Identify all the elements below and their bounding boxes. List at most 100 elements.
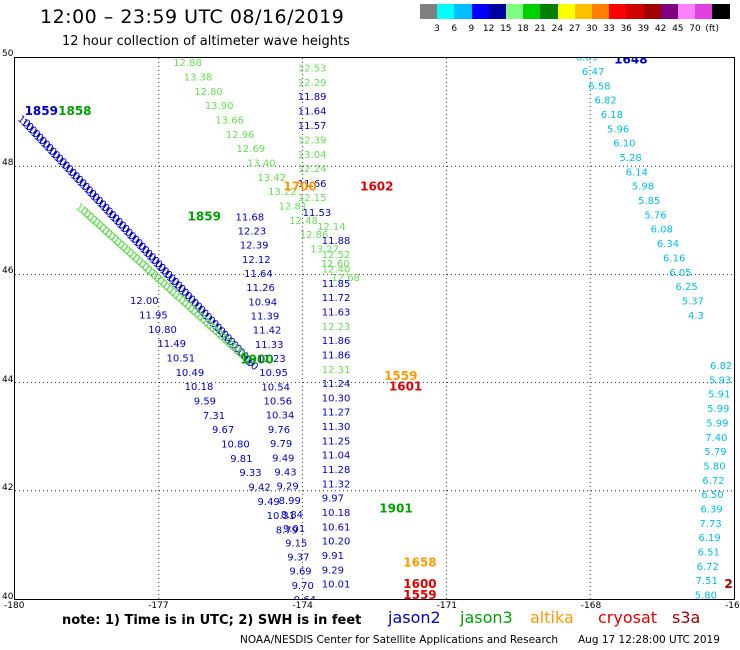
wave-height-label: 10.94: [248, 297, 277, 308]
scale-label: 3: [434, 24, 440, 34]
legend-jason3: jason3: [460, 608, 513, 627]
wave-height-label: 10.34: [266, 411, 295, 422]
scale-label: 45: [672, 24, 684, 34]
wave-height-label: 11.04: [322, 451, 351, 462]
wave-height-label: 9.91: [322, 551, 344, 562]
lat-tick-label: 40: [2, 592, 14, 602]
wave-height-label: 9.29: [276, 482, 298, 493]
wave-height-label: 10.20: [322, 537, 351, 548]
wave-height-label: 12.14: [317, 222, 346, 233]
wave-height-label: 5.79: [704, 447, 726, 458]
wave-height-label: 12.39: [298, 135, 327, 146]
wave-height-label: 9.70: [292, 581, 314, 592]
pass-time-label: 1900: [240, 353, 273, 367]
wave-height-label: 9.49: [272, 453, 294, 464]
wave-height-label: 6.50: [701, 490, 723, 501]
pass-time-label: 1648: [614, 58, 647, 66]
wave-height-label: 10.30: [322, 393, 351, 404]
scale-swatch: [557, 4, 576, 19]
scale-swatch: [592, 4, 610, 19]
scale-label: 70: [689, 24, 701, 34]
scale-label: 30: [586, 24, 598, 34]
wave-height-label: 13.66: [215, 115, 244, 126]
pass-time-label: 1602: [360, 180, 393, 194]
scale-swatch: [523, 4, 542, 19]
wave-height-label: 13.40: [247, 158, 276, 169]
legend-s3a: s3a: [672, 608, 701, 627]
pass-time-label: 2136: [724, 577, 734, 591]
wave-height-label: 11.33: [255, 340, 284, 351]
wave-height-label: 9.49: [258, 497, 280, 508]
scale-label: 39: [637, 24, 650, 34]
wave-height-label: 11.57: [298, 121, 327, 132]
wave-height-label: 11.64: [298, 107, 327, 118]
wave-height-label: 5.85: [638, 196, 660, 207]
scale-swatch: [712, 4, 731, 19]
legend-cryosat: cryosat: [598, 608, 658, 627]
scale-swatch: [454, 4, 473, 19]
scale-swatch: [626, 4, 645, 19]
wave-height-label: 9.97: [322, 494, 344, 505]
wave-height-label: 5.80: [703, 461, 725, 472]
wave-height-label: 10.80: [148, 325, 177, 336]
wave-height-label: 11.23: [257, 354, 286, 365]
wave-height-label: 12.96: [226, 130, 255, 141]
map-plot-area: 10 10 10 10 10 10 10 10 10 10 10 10 10 10 10 10 10 10 10 10…: [14, 52, 740, 620]
wave-height-label: 12.80: [194, 87, 223, 98]
wave-height-label: 9.01: [283, 524, 305, 535]
lat-tick-label: 44: [2, 374, 14, 385]
wave-height-label: 11.26: [246, 283, 275, 294]
wave-height-label: 12.12: [242, 255, 271, 266]
wave-height-label: 5.80: [695, 590, 717, 599]
pass-time-label: 1601: [389, 380, 422, 394]
wave-height-label: 10.80: [221, 440, 250, 451]
wave-height-label: 11.85: [322, 279, 351, 290]
map-canvas: 1010101010101010101010101010101010101010…: [15, 52, 740, 620]
wave-height-label: 13.27: [310, 244, 339, 255]
wave-height-label: 6.69: [576, 58, 598, 64]
wave-height-label: 12.31: [322, 365, 351, 376]
wave-height-label: 11.64: [244, 269, 273, 280]
scale-label: 9: [468, 24, 475, 34]
wave-height-label: 10.18: [322, 508, 351, 519]
wave-height-label: 11.39: [251, 312, 280, 323]
pass-time-label: 1600: [403, 577, 436, 591]
wave-height-label: 10.01: [322, 580, 351, 591]
wave-height-label: 9.29: [322, 565, 344, 576]
wave-height-label: 6.16: [663, 253, 685, 264]
scale-label: 15: [500, 24, 512, 34]
wave-height-label: 12.15: [298, 193, 327, 204]
wave-height-label: 11.32: [322, 479, 351, 490]
scale-label: 21: [534, 24, 546, 34]
map-subtitle: 12 hour collection of altimeter wave hei…: [62, 34, 350, 49]
wave-height-label: 9.42: [248, 483, 270, 494]
wave-height-label: 11.68: [235, 212, 264, 223]
wave-height-label: 12.53: [298, 64, 327, 75]
scale-swatch: [437, 4, 456, 19]
wave-height-label: 6.05: [669, 268, 691, 279]
wave-height-label: 11.24: [322, 379, 351, 390]
scale-label: 12: [482, 24, 495, 34]
wave-height-label: 6.34: [657, 239, 679, 250]
wave-height-label: 9.69: [289, 567, 311, 578]
wave-height-label: 11.63: [322, 308, 351, 319]
wave-height-label: 12.60: [321, 259, 350, 270]
wave-height-label: 11.88: [322, 236, 351, 247]
wave-height-label: 6.47: [582, 67, 604, 78]
wave-height-label: 5.28: [619, 153, 641, 164]
pass-time-label: 1658: [403, 556, 436, 570]
wave-height-label: 6.58: [588, 81, 610, 92]
wave-height-label: 6.39: [700, 504, 722, 515]
wave-height-label: 12.24: [298, 164, 327, 175]
timestamp: Aug 17 12:28:00 UTC 2019: [578, 634, 720, 646]
wave-height-label: 9.43: [274, 467, 296, 478]
wave-height-label: 11.86: [322, 351, 351, 362]
scale-swatch: [695, 4, 714, 19]
wave-height-label: 11.89: [298, 92, 327, 103]
wave-height-label: 13.22: [268, 187, 297, 198]
wave-height-label: 11.30: [322, 422, 351, 433]
scale-label: 36: [620, 24, 632, 34]
legend-altika: altika: [530, 608, 574, 627]
wave-height-label: 12.23: [238, 226, 267, 237]
wave-height-label: 5.98: [632, 182, 654, 193]
